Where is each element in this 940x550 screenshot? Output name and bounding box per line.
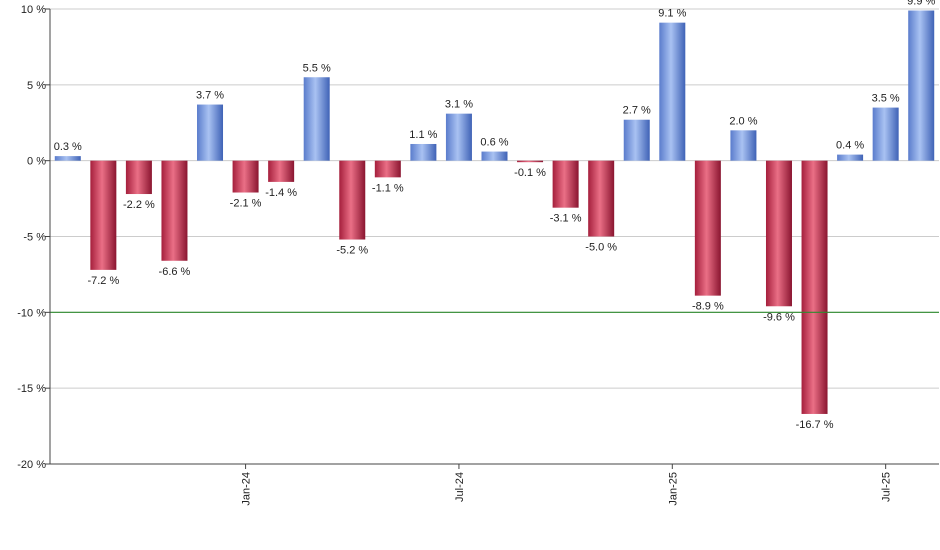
y-tick-label: 10 %	[21, 4, 46, 16]
axes: 10 % 5 % 0 % -5 % -10 % -15 % -20 % Jan-24 Jul-2…	[17, 4, 939, 506]
bar-value-label: -3.1 %	[550, 213, 582, 225]
bar-value-label: -5.2 %	[336, 245, 368, 257]
bar-value-label: 3.5 %	[872, 93, 900, 105]
bar	[445, 113, 472, 161]
x-tick-label: Jul-24	[454, 472, 466, 502]
bar	[872, 107, 899, 161]
bar	[374, 160, 401, 178]
bar	[268, 160, 295, 182]
x-tick-label: Jan-25	[667, 472, 679, 506]
bar	[410, 143, 437, 161]
bar	[161, 160, 188, 261]
x-tick-label: Jan-24	[241, 472, 253, 506]
y-tick-label: -5 %	[23, 232, 46, 244]
bar-value-label: 3.1 %	[445, 99, 473, 111]
y-tick-label: 5 %	[27, 80, 46, 92]
bar	[659, 22, 686, 161]
bar	[339, 160, 366, 240]
bar-value-label: -2.2 %	[123, 199, 155, 211]
bar-value-label: -1.1 %	[372, 182, 404, 194]
y-tick-label: -10 %	[17, 307, 46, 319]
bar	[837, 154, 864, 161]
bar	[54, 156, 81, 161]
bar-value-label: 0.6 %	[480, 137, 508, 149]
bar	[765, 160, 792, 307]
bar	[908, 10, 935, 161]
bar-value-label: 9.9 %	[907, 0, 935, 8]
bar	[517, 160, 544, 163]
bar	[197, 104, 224, 161]
bar	[232, 160, 259, 193]
bar-value-label: -6.6 %	[159, 266, 191, 278]
bar	[801, 160, 828, 414]
bar-value-label: 0.4 %	[836, 140, 864, 152]
bar-value-label: 9.1 %	[658, 8, 686, 20]
bar	[125, 160, 152, 195]
bar-value-label: -0.1 %	[514, 167, 546, 179]
bar-value-label: -8.9 %	[692, 301, 724, 313]
bar	[90, 160, 117, 270]
bar	[481, 151, 508, 161]
bar-value-label: -16.7 %	[796, 419, 834, 431]
y-tick-label: -15 %	[17, 383, 46, 395]
bar-value-label: -9.6 %	[763, 311, 795, 323]
bar-value-label: 5.5 %	[303, 62, 331, 74]
bar-labels: 0.3 % -7.2 % -2.2 % -6.6 % 3.7 % -2.1 %-1.4 %…	[54, 0, 936, 431]
x-tick-label: Jul-25	[881, 472, 893, 502]
bars	[54, 10, 935, 414]
bar-value-label: 2.7 %	[623, 105, 651, 117]
bar-value-label: -5.0 %	[585, 242, 617, 254]
bar-value-label: -2.1 %	[230, 198, 262, 210]
bar-value-label: 0.3 %	[54, 141, 82, 153]
bar	[694, 160, 721, 296]
bar-value-label: 2.0 %	[729, 115, 757, 127]
bar-value-label: 1.1 %	[409, 129, 437, 141]
bar-value-label: -1.4 %	[265, 187, 297, 199]
bar-value-label: -7.2 %	[87, 275, 119, 287]
bar	[623, 119, 650, 161]
bar	[303, 77, 330, 161]
bar-value-label: 3.7 %	[196, 90, 224, 102]
bar	[588, 160, 615, 237]
y-tick-label: 0 %	[27, 156, 46, 168]
bar	[730, 130, 757, 161]
y-tick-label: -20 %	[17, 459, 46, 471]
bar	[552, 160, 579, 208]
